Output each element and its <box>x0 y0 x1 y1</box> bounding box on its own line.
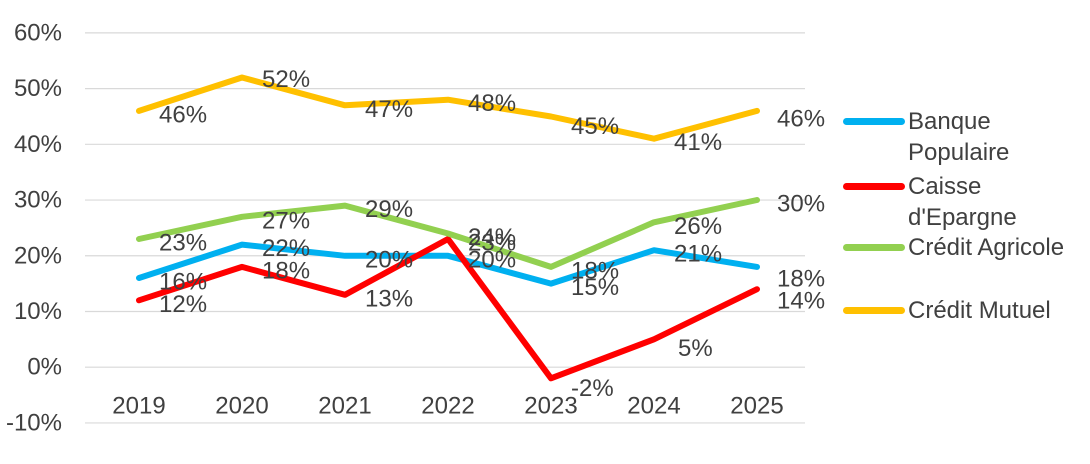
y-tick-label--10pct: -10% <box>6 409 62 436</box>
data-label-credit-mutuel-2025: 46% <box>777 105 825 132</box>
data-label-caisse-depargne-2019: 12% <box>159 291 207 318</box>
legend-label-caisse-depargne: Caisse d'Epargne <box>908 173 1017 231</box>
data-label-banque-populaire-2025: 18% <box>777 265 825 292</box>
data-label-credit-agricole-2019: 23% <box>159 230 207 257</box>
legend-item-banque-populaire: Banque Populaire <box>843 106 1090 168</box>
y-tick-label-40pct: 40% <box>14 131 62 158</box>
data-label-credit-agricole-2023: 18% <box>571 257 619 284</box>
data-label-caisse-depargne-2025: 14% <box>777 288 825 315</box>
legend: Banque Populaire Caisse d'Epargne Crédit… <box>843 0 1090 464</box>
data-label-banque-populaire-2024: 21% <box>674 241 722 268</box>
legend-swatch-banque-populaire <box>843 118 905 125</box>
data-label-credit-mutuel-2024: 41% <box>674 129 722 156</box>
legend-label-banque-populaire: Banque Populaire <box>908 108 1010 166</box>
data-label-caisse-depargne-2024: 5% <box>678 335 713 362</box>
legend-swatch-credit-agricole <box>843 244 905 251</box>
data-label-credit-agricole-2022: 24% <box>468 224 516 251</box>
y-tick-label-10pct: 10% <box>14 298 62 325</box>
legend-label-credit-agricole: Crédit Agricole <box>908 234 1065 261</box>
x-tick-label-2019: 2019 <box>112 393 165 420</box>
data-label-credit-mutuel-2019: 46% <box>159 101 207 128</box>
data-label-caisse-depargne-2023: -2% <box>571 375 614 402</box>
legend-swatch-credit-mutuel <box>843 307 905 314</box>
data-label-caisse-depargne-2022: 23% <box>468 230 516 257</box>
x-tick-label-2022: 2022 <box>421 393 474 420</box>
x-tick-label-2023: 2023 <box>524 393 577 420</box>
data-label-banque-populaire-2020: 22% <box>262 235 310 262</box>
x-tick-label-2020: 2020 <box>215 393 268 420</box>
data-label-caisse-depargne-2021: 13% <box>365 285 413 312</box>
series-line-caisse-depargne <box>136 236 760 382</box>
series-line-banque-populaire <box>136 241 760 287</box>
data-label-credit-agricole-2020: 27% <box>262 207 310 234</box>
x-tick-label-2021: 2021 <box>318 393 371 420</box>
y-tick-label-30pct: 30% <box>14 187 62 214</box>
y-tick-label-0pct: 0% <box>27 354 62 381</box>
data-label-credit-mutuel-2022: 48% <box>468 90 516 117</box>
x-tick-label-2024: 2024 <box>627 393 680 420</box>
data-label-banque-populaire-2019: 16% <box>159 269 207 296</box>
data-label-credit-agricole-2025: 30% <box>777 191 825 218</box>
legend-item-caisse-depargne: Caisse d'Epargne <box>843 171 1090 233</box>
data-label-credit-mutuel-2020: 52% <box>262 66 310 93</box>
data-label-credit-agricole-2021: 29% <box>365 196 413 223</box>
x-tick-label-2025: 2025 <box>730 393 783 420</box>
y-tick-label-50pct: 50% <box>14 75 62 102</box>
legend-item-credit-agricole: Crédit Agricole <box>843 232 1090 263</box>
y-tick-label-20pct: 20% <box>14 242 62 269</box>
data-label-credit-mutuel-2021: 47% <box>365 96 413 123</box>
series-line-credit-agricole <box>136 197 760 270</box>
legend-item-credit-mutuel: Crédit Mutuel <box>843 295 1090 326</box>
data-label-caisse-depargne-2020: 18% <box>262 257 310 284</box>
legend-label-credit-mutuel: Crédit Mutuel <box>908 297 1051 324</box>
data-label-credit-mutuel-2023: 45% <box>571 113 619 140</box>
y-tick-label-60pct: 60% <box>14 19 62 46</box>
data-label-banque-populaire-2022: 20% <box>468 246 516 273</box>
data-label-banque-populaire-2023: 15% <box>571 274 619 301</box>
legend-swatch-caisse-depargne <box>843 183 905 190</box>
data-label-banque-populaire-2021: 20% <box>365 246 413 273</box>
data-label-credit-agricole-2024: 26% <box>674 213 722 240</box>
series-line-credit-mutuel <box>136 74 760 142</box>
